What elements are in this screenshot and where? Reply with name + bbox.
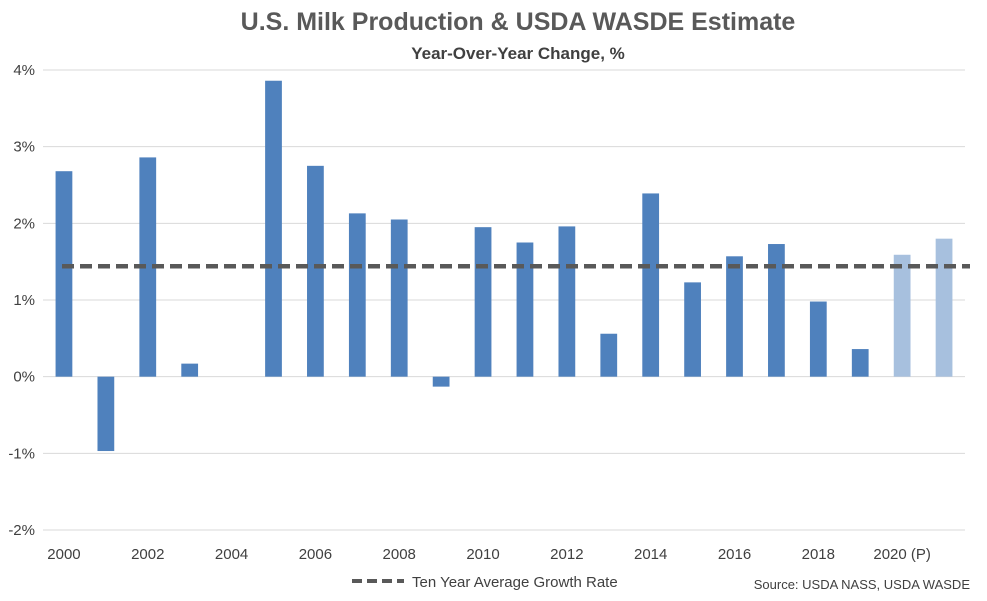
chart-subtitle: Year-Over-Year Change, % xyxy=(411,44,625,63)
bar-2003 xyxy=(181,363,199,377)
bar-2012 xyxy=(558,226,576,377)
x-tick-label: 2014 xyxy=(634,546,667,563)
y-tick-label: -1% xyxy=(8,445,35,462)
chart-title: U.S. Milk Production & USDA WASDE Estima… xyxy=(241,8,796,36)
bar-2008 xyxy=(390,219,408,377)
y-tick-label: -2% xyxy=(8,522,35,539)
bar-2014 xyxy=(642,193,660,377)
bar-2011 xyxy=(516,242,534,377)
x-tick-label: 2012 xyxy=(550,546,583,563)
x-tick-label: 2020 (P) xyxy=(873,546,931,563)
bar-2016 xyxy=(726,256,743,377)
bar-2000 xyxy=(55,171,73,377)
bar-2017 xyxy=(768,244,785,377)
x-tick-label: 2004 xyxy=(215,546,248,563)
y-axis: -2% -1% 0% 1% 2% 3% 4% xyxy=(8,62,35,539)
x-tick-label: 2002 xyxy=(131,546,164,563)
y-tick-label: 0% xyxy=(13,369,35,386)
gridlines xyxy=(43,69,965,531)
x-axis: 2000 2002 2004 2006 2008 2010 2012 2014 2016 2018… xyxy=(47,546,931,563)
x-tick-label: 2016 xyxy=(718,546,751,563)
bar-2020-P xyxy=(893,254,911,377)
y-tick-label: 3% xyxy=(13,139,35,156)
bar-2001 xyxy=(97,376,115,452)
bar-2005 xyxy=(265,80,282,377)
legend-label-average: Ten Year Average Growth Rate xyxy=(412,574,618,591)
bar-2021-P xyxy=(935,238,953,377)
x-tick-label: 2018 xyxy=(802,546,835,563)
bar-2010 xyxy=(474,227,492,377)
bar-2009 xyxy=(432,376,450,387)
bars xyxy=(55,80,953,452)
bar-2019 xyxy=(851,349,869,377)
source-note: Source: USDA NASS, USDA WASDE xyxy=(754,577,971,592)
x-tick-label: 2010 xyxy=(466,546,499,563)
x-tick-label: 2006 xyxy=(299,546,332,563)
bar-2018 xyxy=(809,301,827,377)
legend: Ten Year Average Growth Rate xyxy=(352,574,618,591)
bar-2002 xyxy=(139,157,157,377)
y-tick-label: 4% xyxy=(13,62,35,79)
x-tick-label: 2000 xyxy=(47,546,80,563)
bar-2006 xyxy=(307,165,324,377)
y-tick-label: 2% xyxy=(13,215,35,232)
bar-2013 xyxy=(600,333,618,377)
x-tick-label: 2008 xyxy=(383,546,416,563)
bar-2007 xyxy=(348,213,366,377)
bar-2015 xyxy=(684,282,701,377)
y-tick-label: 1% xyxy=(13,292,35,309)
